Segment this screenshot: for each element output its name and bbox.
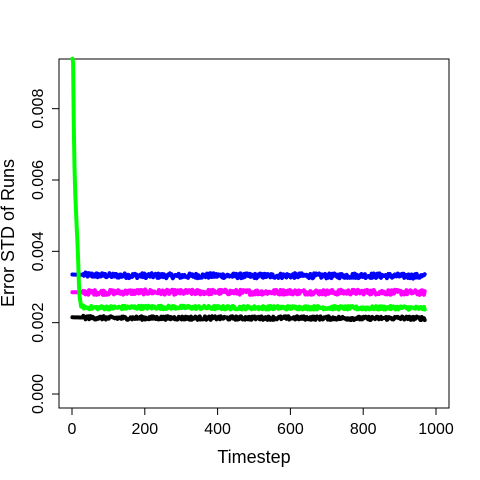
y-axis: 0.000 0.002 0.004 0.006 0.008 [30,89,60,414]
series-line-3 [70,56,427,312]
y-axis-title: Error STD of Runs [0,159,18,307]
x-tick-label: 0 [68,421,77,438]
plot-frame [58,58,450,409]
x-axis-title: Timestep [217,447,290,467]
y-tick-label: 0.006 [30,160,47,200]
x-tick-label: 1000 [418,421,454,438]
series-line-4 [70,313,427,323]
series-line-1 [70,270,427,281]
y-tick-label: 0.002 [30,303,47,343]
x-tick-label: 600 [277,421,304,438]
x-tick-label: 800 [350,421,377,438]
x-tick-label: 200 [131,421,158,438]
x-axis: 0 200 400 600 800 1000 [68,407,454,438]
series-group [70,56,427,323]
y-tick-label: 0.000 [30,374,47,414]
x-tick-label: 400 [204,421,231,438]
series-line-2 [70,287,427,297]
y-tick-label: 0.008 [30,89,47,129]
y-tick-label: 0.004 [30,231,47,271]
